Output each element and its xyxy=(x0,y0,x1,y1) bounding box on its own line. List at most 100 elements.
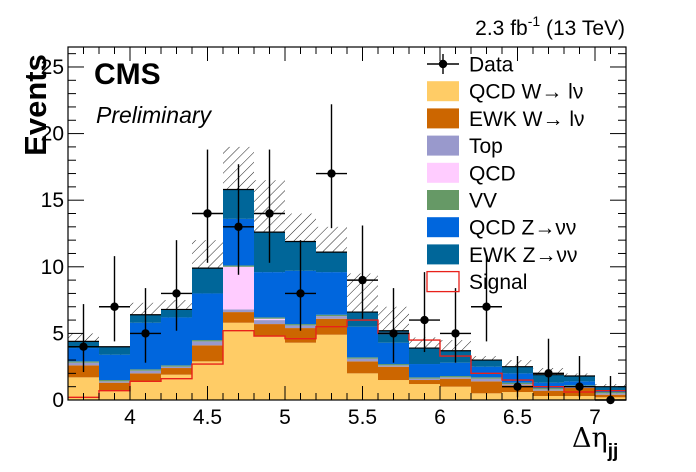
y-tick-label: 25 xyxy=(41,56,64,79)
bar-6-11 xyxy=(409,348,440,365)
data-point-7 xyxy=(296,289,305,298)
legend-label-8: Signal xyxy=(469,271,527,294)
data-point-10 xyxy=(389,329,398,338)
bar-6-8 xyxy=(316,252,347,273)
cms-label: CMS xyxy=(94,58,161,91)
legend-swatch-7 xyxy=(427,244,459,265)
y-tick-label: 15 xyxy=(41,189,64,212)
bar-2-2 xyxy=(130,370,161,374)
bar-2-13 xyxy=(471,378,502,382)
preliminary-label: Preliminary xyxy=(96,102,213,128)
legend-swatch-4 xyxy=(427,162,459,183)
bar-4-2 xyxy=(130,369,161,371)
legend-label-1: QCD W→ lν xyxy=(469,81,583,104)
legend-swatch-3 xyxy=(427,135,459,156)
bar-1-6 xyxy=(254,324,285,337)
bar-5-4 xyxy=(192,293,223,341)
bar-2-11 xyxy=(409,378,440,381)
bar-1-4 xyxy=(192,345,223,362)
x-tick-label: 4.5 xyxy=(193,406,222,429)
bar-1-13 xyxy=(471,381,502,394)
bar-0-8 xyxy=(316,334,347,400)
bar-4-13 xyxy=(471,377,502,379)
data-point-1 xyxy=(110,302,119,311)
x-tick-label: 6 xyxy=(434,406,446,429)
bar-2-3 xyxy=(161,366,192,369)
legend-label-2: EWK W→ lν xyxy=(469,108,585,131)
data-point-13 xyxy=(482,302,491,311)
bar-5-11 xyxy=(409,364,440,378)
bar-1-12 xyxy=(440,378,471,387)
x-tick-label: 6.5 xyxy=(503,406,532,429)
bar-0-2 xyxy=(130,381,161,400)
data-point-12 xyxy=(451,329,460,338)
bar-0-0 xyxy=(68,377,99,400)
bar-2-8 xyxy=(316,316,347,319)
signal-line xyxy=(68,319,626,399)
bar-4-1 xyxy=(99,380,130,382)
bar-0-5 xyxy=(223,322,254,400)
y-axis-title: Events xyxy=(18,54,53,156)
data-point-3 xyxy=(172,289,181,298)
bar-1-9 xyxy=(347,361,378,374)
legend-label-5: VV xyxy=(469,190,497,213)
legend-label-3: Top xyxy=(469,135,503,158)
bar-4-11 xyxy=(409,377,440,379)
data-point-0 xyxy=(79,342,88,351)
bar-6-13 xyxy=(471,360,502,367)
legend-swatch-2 xyxy=(427,108,459,129)
bar-4-6 xyxy=(254,317,285,319)
bar-1-1 xyxy=(99,382,130,391)
legend-label-0: Data xyxy=(469,54,514,77)
legend-swatch-5 xyxy=(427,190,459,210)
data-point-6 xyxy=(265,209,274,218)
bar-6-4 xyxy=(192,268,223,294)
bar-5-6 xyxy=(254,272,285,318)
data-point-11 xyxy=(420,315,429,325)
y-tick-label: 20 xyxy=(41,123,64,146)
legend-swatch-6 xyxy=(427,217,459,238)
legend-label-6: QCD Z→νν xyxy=(469,217,576,240)
bar-1-5 xyxy=(223,312,254,323)
bar-4-4 xyxy=(192,340,223,342)
legend-label-7: EWK Z→νν xyxy=(469,244,578,267)
bar-5-13 xyxy=(471,366,502,378)
bar-4-3 xyxy=(161,365,192,367)
y-tick-label: 10 xyxy=(41,256,64,279)
x-tick-label: 7 xyxy=(589,406,601,429)
y-tick-label: 5 xyxy=(52,322,64,345)
bar-1-3 xyxy=(161,368,192,375)
data-point-15 xyxy=(544,369,553,378)
bar-4-8 xyxy=(316,314,347,317)
bar-5-8 xyxy=(316,272,347,315)
lumi-label: 2.3 fb-1 (13 TeV) xyxy=(475,13,625,40)
bar-6-1 xyxy=(99,346,130,355)
bar-2-9 xyxy=(347,358,378,362)
bar-4-12 xyxy=(440,376,471,378)
legend-label-4: QCD xyxy=(469,162,516,185)
bar-2-12 xyxy=(440,377,471,379)
data-point-9 xyxy=(358,275,367,285)
bar-2-5 xyxy=(223,309,254,313)
bar-1-10 xyxy=(378,366,409,381)
x-tick-label: 4 xyxy=(124,406,136,429)
legend-data-marker xyxy=(438,59,448,69)
y-tick-label: 0 xyxy=(52,389,64,412)
bar-0-6 xyxy=(254,336,285,400)
x-axis-title: Δηjj xyxy=(572,423,618,462)
bar-5-12 xyxy=(440,362,471,377)
bar-3-6 xyxy=(254,318,285,321)
data-point-16 xyxy=(575,382,584,391)
legend-swatch-signal xyxy=(426,270,460,293)
data-point-8 xyxy=(327,169,336,178)
legend: Data QCD W→ lν EWK W→ lν Top QCD VV QCD Z→νν EW… xyxy=(426,54,585,294)
data-point-5 xyxy=(234,222,243,232)
legend-swatch-1 xyxy=(427,81,459,102)
bar-4-10 xyxy=(378,364,409,366)
x-tick-label: 5 xyxy=(279,406,291,429)
bar-2-4 xyxy=(192,341,223,346)
bar-1-2 xyxy=(130,373,161,382)
x-tick-label: 5.5 xyxy=(348,406,377,429)
bar-0-10 xyxy=(378,380,409,400)
